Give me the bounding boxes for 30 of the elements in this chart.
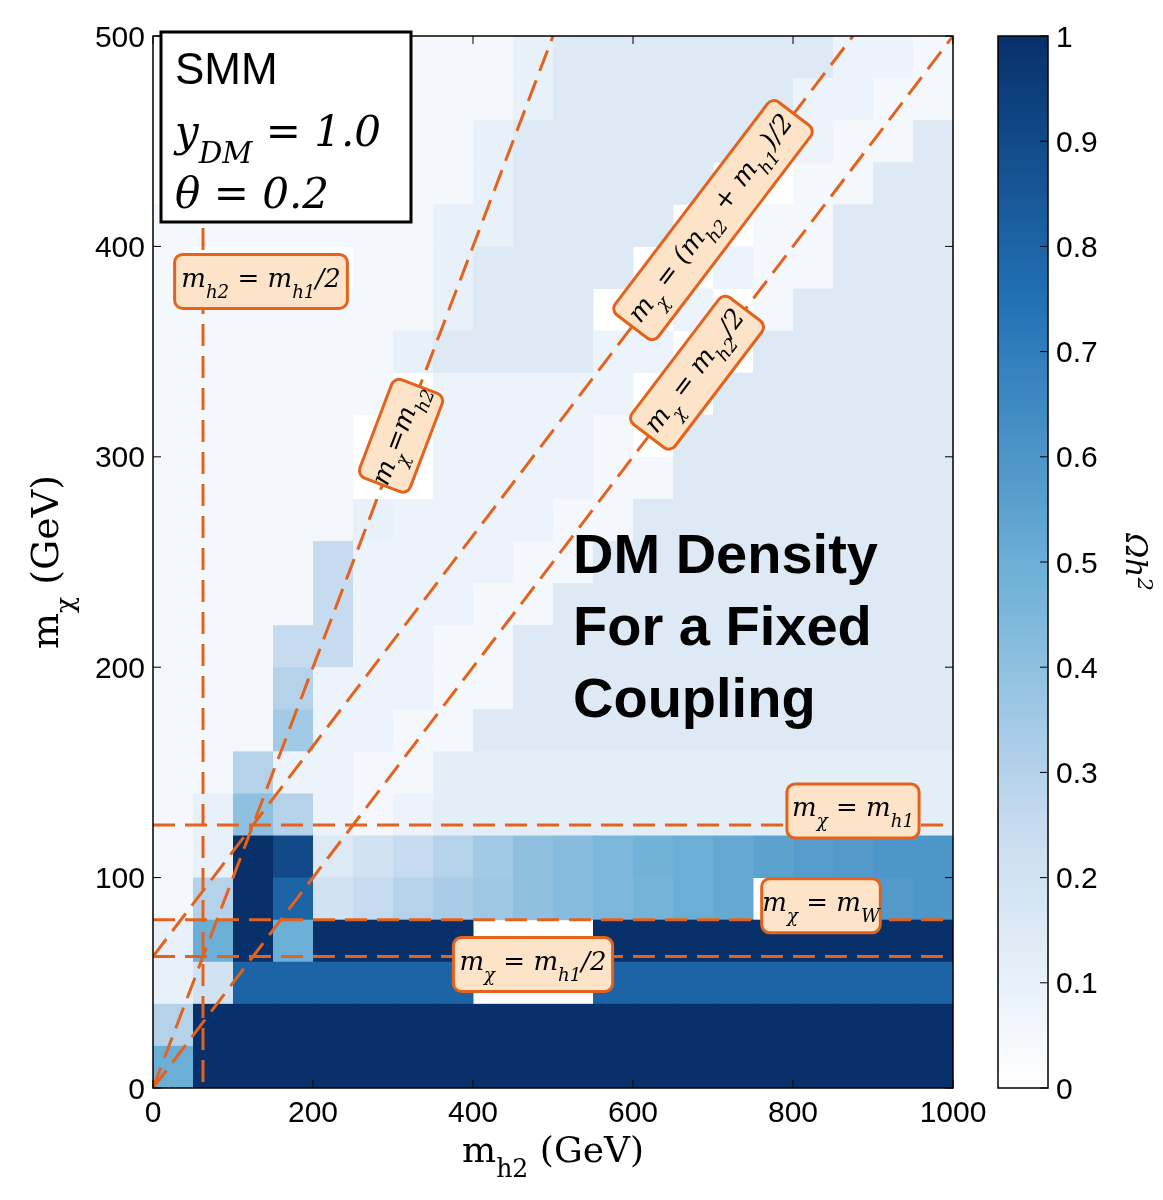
color-bar-label: 0.5 xyxy=(1056,545,1098,579)
ref-line-label: m$_{h2}$ = m$_{h1}$/2 xyxy=(181,262,341,302)
color-bar-label: 1 xyxy=(1056,19,1073,53)
color-bar-label: 0.8 xyxy=(1056,229,1098,263)
x-axis-title: m$_{h2}$ (GeV) xyxy=(462,1129,644,1183)
color-bar-label: 0.9 xyxy=(1056,124,1098,158)
color-bar-label: 0 xyxy=(1056,1071,1073,1105)
y-tick-label: 100 xyxy=(94,861,145,895)
color-bar-label: 0.3 xyxy=(1056,755,1098,789)
y-tick-label: 400 xyxy=(94,229,145,263)
color-bar-label: 0.4 xyxy=(1056,650,1098,684)
annotation: SMM xyxy=(175,44,278,93)
ref-line-label: m$_{χ}$ = m$_{h1}$/2 xyxy=(459,945,607,985)
x-tick-label: 1000 xyxy=(919,1095,987,1128)
annotation: y$_{DM}$ = 1.0 xyxy=(173,107,382,170)
x-tick-label: 200 xyxy=(287,1095,339,1128)
y-tick-label: 0 xyxy=(128,1071,145,1105)
y-tick-label: 200 xyxy=(94,650,145,684)
annotation: θ = 0.2 xyxy=(175,169,329,218)
x-tick-label: 400 xyxy=(447,1095,499,1128)
color-bar-label: 0.1 xyxy=(1056,966,1098,1000)
x-tick-label: 800 xyxy=(767,1095,819,1128)
y-tick-label: 300 xyxy=(94,440,145,474)
color-bar-label: 0.7 xyxy=(1056,335,1098,369)
color-bar-label: 0.2 xyxy=(1056,861,1098,895)
ref-line-label: m$_{χ}$ = m$_{h1}$ xyxy=(792,792,914,831)
annotation: DM Density For a Fixed Coupling xyxy=(573,522,878,729)
x-tick-label: 600 xyxy=(607,1095,659,1128)
color-bar-label: 0.6 xyxy=(1056,440,1098,474)
y-tick-label: 500 xyxy=(94,19,145,53)
